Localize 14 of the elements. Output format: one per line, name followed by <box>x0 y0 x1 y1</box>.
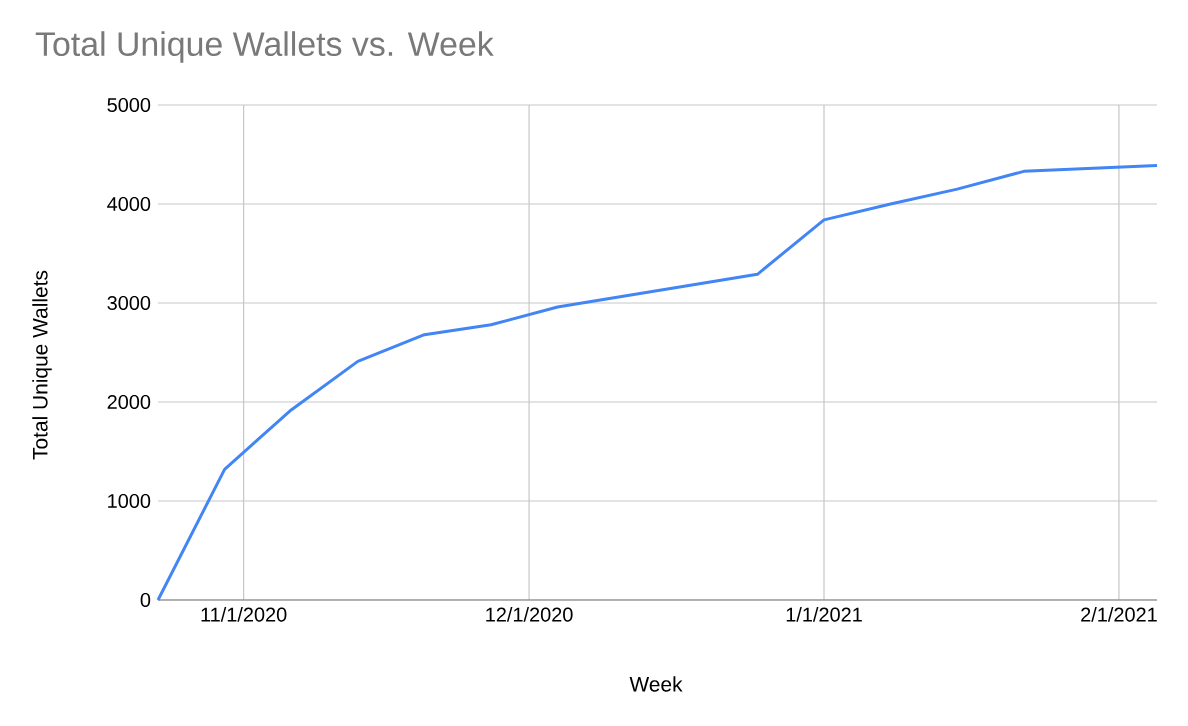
x-tick-label: 11/1/2020 <box>201 607 287 622</box>
x-tick-label: 2/1/2021 <box>1081 607 1157 622</box>
y-tick-label: 3000 <box>107 295 151 311</box>
x-axis-title: Week <box>629 676 683 692</box>
chart-title: Total Unique Wallets vs. Week <box>35 31 494 63</box>
y-tick-label: 1000 <box>108 493 151 509</box>
y-axis-title: Total Unique Wallets <box>32 270 52 460</box>
y-tick-label: 4000 <box>107 196 151 212</box>
y-tick-label: 0 <box>140 592 151 608</box>
x-tick-label: 1/1/2021 <box>786 607 862 622</box>
line-series <box>156 163 1159 602</box>
y-tick-label: 2000 <box>107 394 151 410</box>
x-tick-label: 12/1/2020 <box>486 607 573 622</box>
y-tick-label: 5000 <box>107 97 151 113</box>
